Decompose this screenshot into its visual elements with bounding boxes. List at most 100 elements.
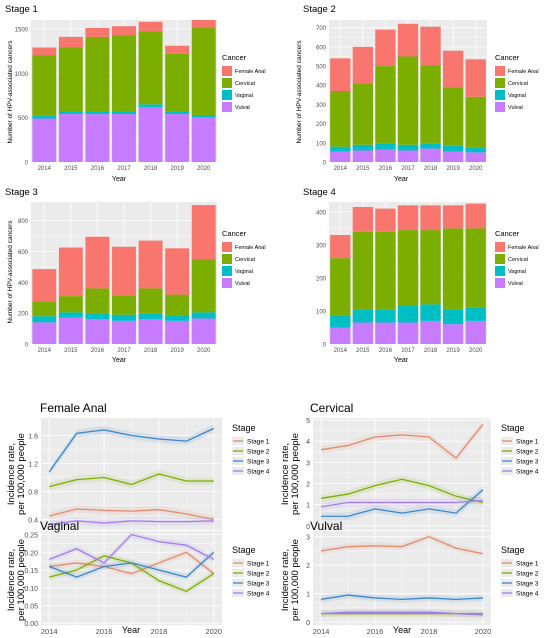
- y-tick-label: 1000: [15, 72, 29, 78]
- legend-swatch: [495, 90, 505, 100]
- x-axis-label: Year: [112, 357, 127, 364]
- y-axis-label-line: Incidence rate,: [6, 443, 17, 505]
- legend-label: Stage 3: [516, 581, 539, 588]
- bar-segment: [375, 309, 396, 323]
- bar-segment: [112, 246, 136, 296]
- bar-segment: [32, 301, 57, 317]
- bar-segment: [58, 111, 83, 115]
- x-tick-label: 2015: [356, 348, 370, 354]
- legend-label: Vaginal: [235, 93, 253, 99]
- series-band: [49, 470, 214, 491]
- stacked-bar-chart-4: 0 100 200 300 400 2014 2015 2016 2017 2018 2019 202…: [303, 187, 539, 364]
- bar-segment: [191, 259, 216, 313]
- bar-segment: [138, 104, 163, 107]
- x-tick-label: 2020: [469, 166, 483, 172]
- bar-segment: [375, 29, 396, 67]
- legend-label: Cervical: [235, 81, 255, 87]
- line-chart-2: 0123452014201620182020CervicalYearIncide…: [280, 401, 539, 549]
- bar-segment: [352, 322, 374, 344]
- y-tick-label: 400: [18, 281, 29, 287]
- series-line: [48, 533, 215, 564]
- x-tick-label: 2018: [144, 348, 158, 354]
- bar-segment: [85, 36, 110, 112]
- bar-segment: [58, 247, 83, 297]
- bar-segment: [138, 31, 163, 105]
- legend-title: Cancer: [222, 229, 247, 238]
- bar-segment: [465, 320, 486, 344]
- legend-label: Female Anal: [508, 69, 539, 75]
- x-tick-label: 2014: [313, 627, 330, 636]
- bar-segment: [32, 55, 57, 116]
- bar-segment: [442, 205, 464, 229]
- bar-segment: [85, 27, 110, 37]
- x-tick-label: 2017: [401, 166, 415, 172]
- legend-swatch: [495, 254, 505, 264]
- x-tick-label: 2020: [197, 166, 211, 172]
- series-band: [321, 496, 483, 511]
- y-tick-label: 0: [306, 524, 310, 531]
- x-tick-label: 2014: [334, 166, 348, 172]
- y-tick-label: 0.20: [24, 550, 38, 557]
- bar-segment: [112, 295, 136, 315]
- series-line: [48, 551, 215, 578]
- line-chart-3: 0.00 0.05 0.10 0.15 0.20 0.25 2014 2016 2018 2020…: [6, 519, 270, 636]
- x-tick-label: 2015: [64, 348, 78, 354]
- y-axis-label: Incidence rate,per 100,000 people: [280, 539, 301, 621]
- y-tick-label: 200: [316, 276, 327, 282]
- x-tick-label: 2016: [96, 627, 113, 636]
- y-axis-label-line: Incidence rate,: [6, 549, 17, 611]
- bar-segment: [397, 306, 419, 323]
- legend-swatch: [495, 242, 505, 252]
- legend-label: Stage 2: [516, 449, 539, 456]
- bar-segment: [442, 309, 464, 325]
- bar-segment: [165, 45, 190, 54]
- series-band: [321, 420, 483, 463]
- y-tick-label: 100: [316, 309, 327, 315]
- line-chart-4: 0 1 2 3 2014 2016 2018 2020 Vulval Year Incidence …: [280, 519, 539, 636]
- bar-segment: [138, 288, 163, 314]
- series-band: [321, 475, 483, 507]
- y-axis-label: Incidence rate,per 100,000 people: [6, 433, 27, 515]
- legend-label: Stage 1: [516, 561, 539, 568]
- x-tick-label: 2020: [205, 627, 222, 636]
- legend-label: Stage 2: [247, 571, 270, 578]
- y-axis-label-line: per 100,000 people: [16, 539, 27, 621]
- bar-segment: [32, 322, 57, 344]
- legend-label: Female Anal: [508, 245, 539, 251]
- y-tick-label: 1.6: [28, 434, 38, 441]
- bar-segment: [420, 65, 441, 144]
- bar-segment: [420, 205, 441, 231]
- x-axis-label: Year: [394, 357, 409, 364]
- legend-swatch: [495, 102, 505, 112]
- series-band: [49, 548, 214, 581]
- bar-segment: [465, 96, 486, 148]
- bar-segment: [191, 318, 216, 344]
- bar-segment: [58, 317, 83, 344]
- bar-segment: [442, 324, 464, 344]
- bar-segment: [112, 314, 136, 321]
- legend-label: Stage 1: [247, 561, 270, 568]
- legend-label: Stage 2: [247, 449, 270, 456]
- bar-segment: [138, 240, 163, 289]
- x-tick-label: 2019: [170, 166, 184, 172]
- bar-segment: [442, 151, 464, 162]
- legend-label: Stage 1: [247, 439, 270, 446]
- bar-segment: [58, 47, 83, 112]
- bar-segment: [420, 304, 441, 321]
- bar-segment: [465, 59, 486, 97]
- stacked-bar-chart-1: 0 500 1000 1500 2014 2015 2016 2017 2018 2019 2020…: [5, 4, 266, 183]
- bar-segment: [32, 115, 57, 119]
- series-line: [48, 427, 215, 473]
- legend-title: Stage: [501, 545, 525, 555]
- y-axis-label-line: per 100,000 people: [290, 539, 301, 621]
- bar-segment: [442, 50, 464, 88]
- legend-title: Cancer: [495, 229, 520, 238]
- legend-label: Stage 3: [247, 581, 270, 588]
- legend-label: Stage 1: [516, 439, 539, 446]
- bar-segment: [352, 231, 374, 310]
- x-tick-label: 2014: [334, 348, 348, 354]
- bar-segment: [85, 288, 110, 314]
- panel-title: Stage 2: [303, 4, 336, 15]
- legend-label: Stage 3: [247, 459, 270, 466]
- y-axis-label-line: per 100,000 people: [16, 433, 27, 515]
